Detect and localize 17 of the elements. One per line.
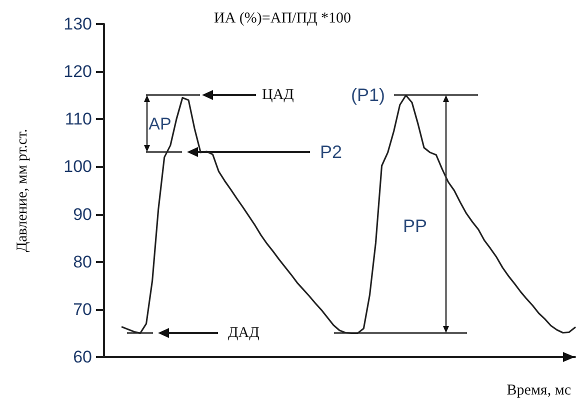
y-tick-label: 60 xyxy=(73,348,92,366)
x-axis-title: Время, мс xyxy=(506,382,572,398)
chart-title: ИА (%)=АП/ПД *100 xyxy=(214,10,352,26)
y-tick-label: 100 xyxy=(64,157,92,176)
annotation: ДАД xyxy=(228,325,260,341)
y-tick-label: 70 xyxy=(73,300,92,319)
y-tick-label: 80 xyxy=(73,252,92,272)
y-tick-label: 110 xyxy=(64,110,92,129)
y-tick-label: 130 xyxy=(64,14,92,34)
annotation: P2 xyxy=(320,142,342,162)
annotation: (P1) xyxy=(350,85,385,105)
y-tick-label: 90 xyxy=(73,204,92,224)
annotation: AP xyxy=(148,114,172,134)
annotation: PP xyxy=(402,216,428,236)
y-tick-label: 120 xyxy=(64,62,92,82)
y-axis-title: Давление, мм рт.ст. xyxy=(14,128,30,252)
annotation: ЦАД xyxy=(262,87,294,103)
